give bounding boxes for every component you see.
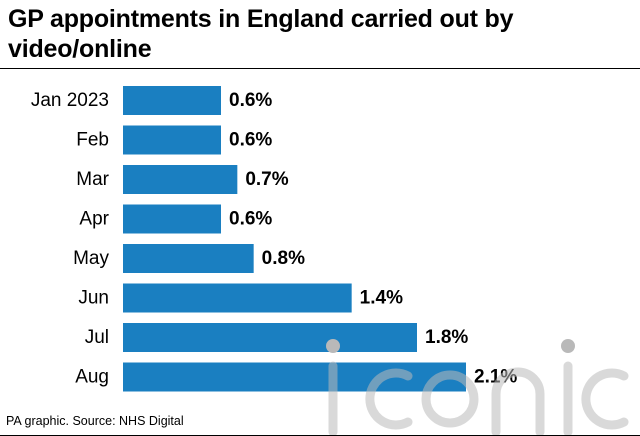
- bar: [123, 165, 238, 194]
- category-label: Jan 2023: [31, 90, 109, 111]
- watermark-o: [421, 370, 479, 428]
- category-label: Mar: [76, 169, 109, 190]
- value-label: 1.8%: [425, 327, 468, 348]
- category-label: May: [73, 248, 109, 269]
- bar: [123, 204, 221, 234]
- watermark-c: [365, 368, 413, 430]
- watermark-logo: [326, 339, 629, 436]
- value-label: 0.6%: [229, 90, 272, 111]
- watermark-dot2: [561, 339, 575, 353]
- chart-title: GP appointments in England carried out b…: [8, 5, 514, 63]
- bar: [123, 244, 254, 273]
- bar: [123, 323, 417, 352]
- bar: [123, 86, 221, 115]
- watermark-c2: [581, 368, 629, 430]
- value-label: 0.6%: [229, 209, 272, 230]
- bar: [123, 283, 352, 313]
- category-label: Apr: [79, 209, 109, 230]
- value-label: 0.8%: [262, 248, 305, 269]
- category-label: Feb: [76, 130, 109, 151]
- value-label: 1.4%: [360, 288, 403, 309]
- category-label: Jul: [85, 327, 109, 348]
- source-note: PA graphic. Source: NHS Digital: [6, 414, 184, 428]
- bar: [123, 125, 221, 155]
- value-label: 0.6%: [229, 130, 272, 151]
- watermark-n: [491, 367, 545, 436]
- category-label: Aug: [75, 367, 109, 388]
- category-label: Jun: [78, 288, 109, 309]
- bar-chart: Jan 2023 0.6% Feb 0.6% Mar 0.7% Apr 0.6% May 0.8%…: [31, 86, 517, 392]
- value-label: 0.7%: [245, 169, 288, 190]
- title-divider: [0, 68, 640, 69]
- watermark-dot1: [326, 339, 340, 353]
